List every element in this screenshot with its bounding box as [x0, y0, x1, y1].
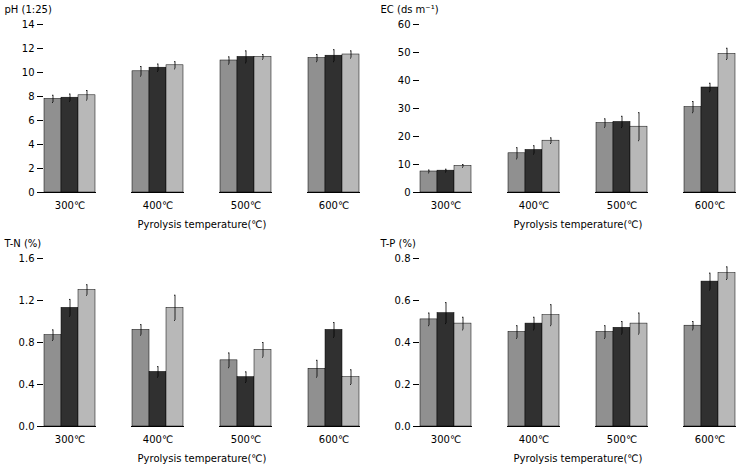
svg-text:0: 0 [404, 187, 410, 198]
svg-text:10: 10 [398, 159, 411, 170]
svg-text:6: 6 [28, 115, 34, 126]
svg-text:0: 0 [28, 187, 34, 198]
svg-text:300℃: 300℃ [55, 434, 85, 445]
svg-text:T-P (%): T-P (%) [380, 238, 416, 249]
svg-text:0.2: 0.2 [395, 379, 411, 390]
svg-text:0.8: 0.8 [395, 253, 411, 264]
svg-text:500℃: 500℃ [231, 200, 261, 211]
svg-text:400℃: 400℃ [143, 200, 173, 211]
svg-text:500℃: 500℃ [231, 434, 261, 445]
svg-text:4: 4 [28, 139, 34, 150]
svg-text:600℃: 600℃ [695, 434, 725, 445]
svg-text:0.0: 0.0 [395, 421, 411, 432]
svg-text:400℃: 400℃ [519, 200, 549, 211]
svg-text:400℃: 400℃ [519, 434, 549, 445]
svg-text:2: 2 [28, 163, 34, 174]
svg-text:Pyrolysis temperature(℃): Pyrolysis temperature(℃) [138, 219, 267, 230]
svg-text:600℃: 600℃ [319, 200, 349, 211]
svg-text:14: 14 [22, 19, 35, 30]
svg-text:T-N (%): T-N (%) [4, 238, 42, 249]
svg-text:10: 10 [22, 67, 35, 78]
svg-text:8: 8 [28, 91, 34, 102]
svg-text:0.8: 0.8 [19, 337, 35, 348]
svg-text:0.4: 0.4 [395, 337, 411, 348]
svg-text:20: 20 [398, 131, 411, 142]
svg-text:60: 60 [398, 19, 411, 30]
svg-text:50: 50 [398, 47, 411, 58]
svg-text:1.6: 1.6 [19, 253, 35, 264]
svg-text:pH (1:25): pH (1:25) [5, 4, 52, 15]
svg-text:Pyrolysis temperature(℃): Pyrolysis temperature(℃) [514, 453, 643, 464]
svg-text:1.2: 1.2 [19, 295, 35, 306]
svg-text:Pyrolysis temperature(℃): Pyrolysis temperature(℃) [138, 453, 267, 464]
svg-text:0.6: 0.6 [395, 295, 411, 306]
svg-text:400℃: 400℃ [143, 434, 173, 445]
svg-text:Pyrolysis temperature(℃): Pyrolysis temperature(℃) [514, 219, 643, 230]
svg-text:300℃: 300℃ [55, 200, 85, 211]
svg-text:300℃: 300℃ [431, 200, 461, 211]
svg-text:30: 30 [398, 103, 411, 114]
svg-text:600℃: 600℃ [319, 434, 349, 445]
svg-text:0.0: 0.0 [19, 421, 35, 432]
svg-text:300℃: 300℃ [431, 434, 461, 445]
svg-text:500℃: 500℃ [607, 434, 637, 445]
svg-text:12: 12 [22, 43, 35, 54]
svg-text:500℃: 500℃ [607, 200, 637, 211]
svg-text:0.4: 0.4 [19, 379, 35, 390]
svg-text:EC (ds m⁻¹): EC (ds m⁻¹) [381, 4, 439, 15]
svg-text:600℃: 600℃ [695, 200, 725, 211]
svg-text:40: 40 [398, 75, 411, 86]
